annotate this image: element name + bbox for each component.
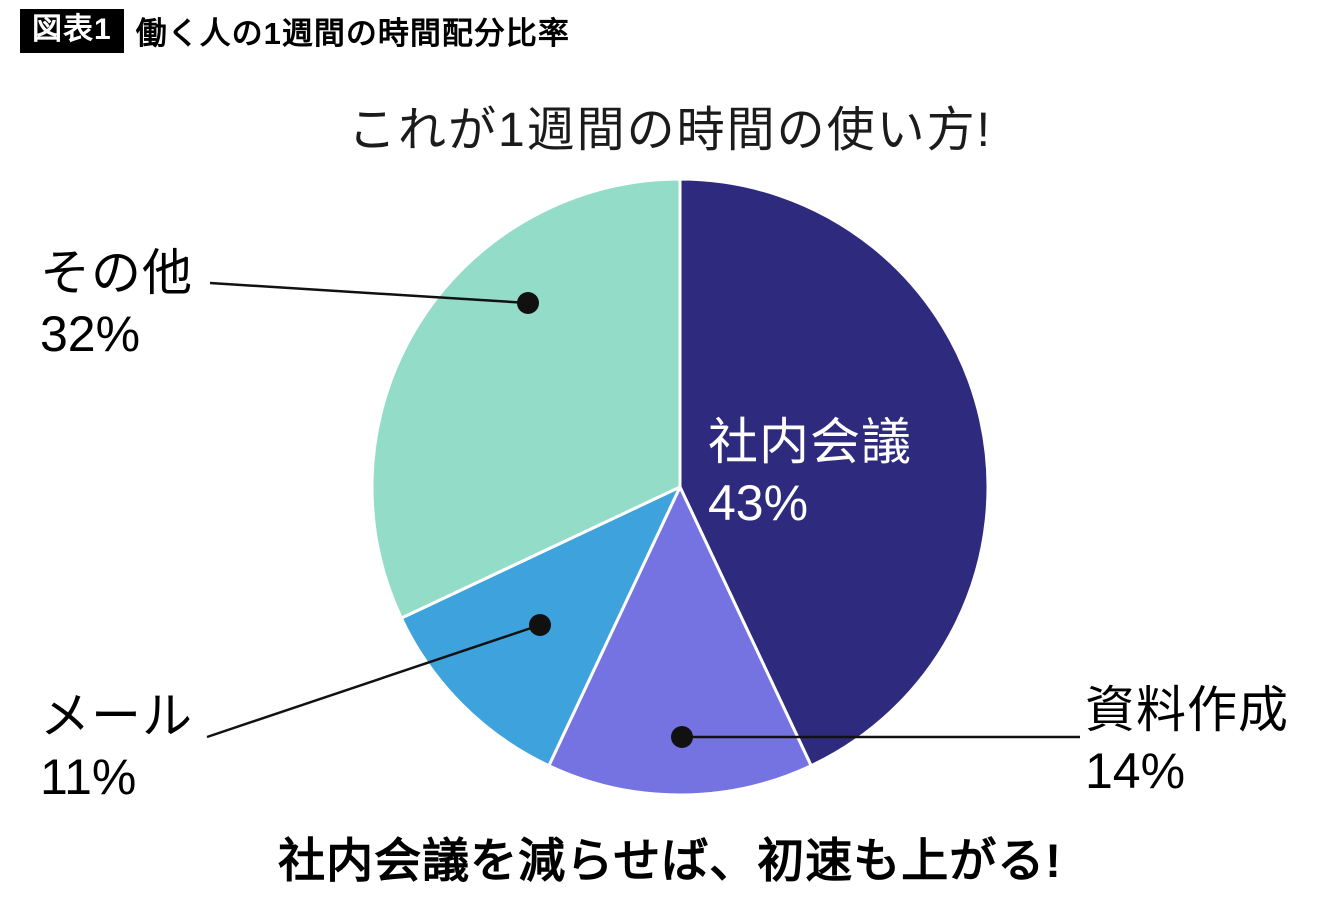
- segment-percent-text: 43%: [708, 475, 809, 531]
- label-internal-meetings: 社内会議 43%: [708, 412, 912, 534]
- segment-percent-text: 32%: [40, 306, 141, 362]
- bottom-caption: 社内会議を減らせば、初速も上がる!: [278, 834, 1062, 887]
- segment-percent-text: 11%: [40, 749, 137, 805]
- pie-slice-0: [678, 177, 990, 768]
- label-other: その他 32%: [40, 243, 193, 365]
- figure-header-title: 働く人の1週間の時間配分比率: [135, 16, 570, 51]
- segment-label-text: その他: [40, 245, 193, 301]
- chart-title: これが1週間の時間の使い方!: [347, 104, 993, 157]
- figure-number-badge: 図表1: [20, 8, 124, 53]
- segment-label-text: 資料作成: [1085, 682, 1289, 738]
- segment-label-text: 社内会議: [708, 414, 912, 470]
- segment-percent-text: 14%: [1085, 743, 1186, 799]
- label-email: メール 11%: [40, 686, 193, 808]
- pie-slice-1: [547, 485, 813, 797]
- figure-header: 図表1 働く人の1週間の時間配分比率: [20, 8, 570, 53]
- segment-label-text: メール: [40, 688, 193, 744]
- label-document-creation: 資料作成 14%: [1085, 680, 1289, 802]
